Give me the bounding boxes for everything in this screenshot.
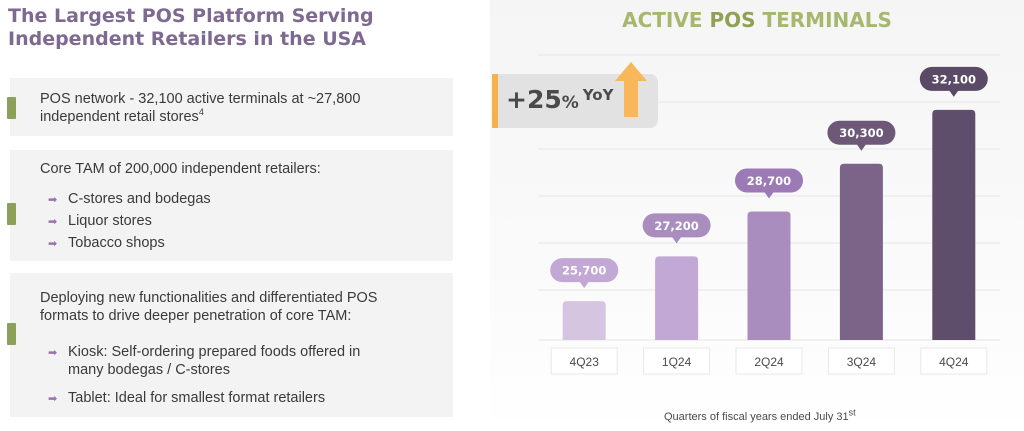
value-label-4q23: 25,700 [550,258,619,289]
svg-text:32,100: 32,100 [932,72,976,86]
svg-text:30,300: 30,300 [839,126,883,140]
bullet-marker [7,323,16,345]
list-item: ➡ C-stores and bodegas [48,191,211,207]
value-label-1q24: 27,200 [642,213,711,244]
info-card-core-tam: Core TAM of 200,000 independent retailer… [7,150,453,261]
category-label-2q24: 2Q24 [735,347,803,375]
chart-value-labels: 25,700 27,200 28,700 30,300 32,100 [550,66,988,289]
bar-1q24 [655,256,699,340]
headline-line-1: The Largest POS Platform Serving [8,5,374,27]
bar-4q23 [562,301,606,340]
yoy-growth-text: +25% YoY [506,85,614,114]
category-label-4q23: 4Q23 [550,347,618,375]
bar-3q24 [839,163,883,340]
card-text-line-2: independent retail stores [40,109,199,125]
svg-text:28,700: 28,700 [747,174,791,188]
svg-text:3Q24: 3Q24 [847,355,877,369]
bar-4q24 [932,109,976,341]
value-label-2q24: 28,700 [735,168,803,199]
headline-line-2: Independent Retailers in the USA [8,28,367,50]
svg-text:2Q24: 2Q24 [754,355,784,369]
value-label-3q24: 30,300 [827,120,896,151]
format-list: ➡ Kiosk: Self-ordering prepared foods off… [48,343,361,407]
list-item: ➡ Liquor stores [48,213,152,229]
arrow-right-icon: ➡ [48,194,58,206]
callout-accent-stripe [492,74,498,128]
card-text: Core TAM of 200,000 independent retailer… [40,161,321,177]
svg-text:1Q24: 1Q24 [662,355,692,369]
card-text-line-2: formats to drive deeper penetration of c… [40,308,352,324]
arrow-right-icon: ➡ [48,347,58,359]
bar-2q24 [747,211,791,340]
category-label-3q24: 3Q24 [827,347,895,375]
card-text: Deploying new functionalities and differ… [40,289,377,325]
svg-text:27,200: 27,200 [654,219,698,233]
chart-category-labels: 4Q23 1Q24 2Q24 3Q24 4Q24 [550,347,988,375]
category-label-1q24: 1Q24 [643,347,711,375]
arrow-right-icon: ➡ [48,393,58,405]
info-card-pos-network: POS network - 32,100 active terminals at… [7,78,453,136]
chart-title: ACTIVE POS TERMINALS [622,8,892,32]
chart-bars [562,109,976,341]
arrow-right-icon: ➡ [48,238,58,250]
yoy-growth-callout: +25% YoY [492,74,658,128]
list-item: ➡ Kiosk: Self-ordering prepared foods off… [48,344,361,378]
info-card-functionalities: Deploying new functionalities and differ… [7,273,453,417]
card-text: POS network - 32,100 active terminals at… [40,90,360,126]
svg-text:4Q23: 4Q23 [570,355,600,369]
x-axis-label: Quarters of fiscal years ended July 31st [664,407,856,423]
card-text-line-1: POS network - 32,100 active terminals at… [40,91,361,107]
card-text-line-1: Deploying new functionalities and differ… [40,290,378,306]
value-label-4q24: 32,100 [919,66,988,97]
svg-text:4Q24: 4Q24 [939,355,969,369]
bullet-marker [7,203,16,225]
list-item: ➡ Tablet: Ideal for smallest format retai… [48,390,326,406]
category-label-4q24: 4Q24 [920,347,988,375]
svg-text:25,700: 25,700 [562,264,606,278]
footnote-mark: 4 [198,107,204,118]
arrow-right-icon: ➡ [48,216,58,228]
list-item: ➡ Tobacco shops [48,235,165,251]
tam-list: ➡ C-stores and bodegas ➡ Liquor stores ➡ To… [48,190,211,252]
page-headline: The Largest POS Platform Serving Indepen… [8,5,478,51]
bullet-marker [7,97,16,119]
